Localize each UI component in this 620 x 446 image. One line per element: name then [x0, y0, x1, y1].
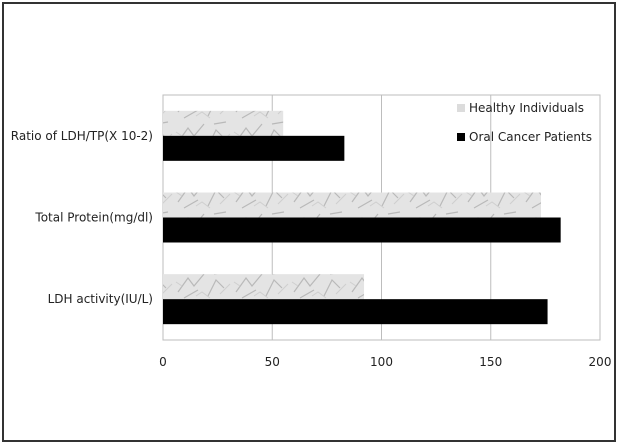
x-tick-label: 150 — [479, 355, 502, 369]
bar-oral-cancer-patients — [163, 299, 548, 325]
y-category-label: Total Protein(mg/dl) — [34, 211, 153, 225]
x-tick-label: 50 — [265, 355, 280, 369]
x-tick-label: 0 — [159, 355, 167, 369]
y-category-label: Ratio of LDH/TP(X 10-2) — [11, 129, 153, 143]
bar-healthy-individuals — [163, 274, 365, 300]
legend-label: Healthy Individuals — [469, 101, 584, 115]
x-tick-label: 100 — [370, 355, 393, 369]
y-category-label: LDH activity(IU/L) — [48, 292, 153, 306]
legend-swatch — [457, 133, 465, 141]
legend-swatch — [457, 104, 465, 112]
x-tick-label: 200 — [589, 355, 612, 369]
bar-healthy-individuals — [163, 192, 542, 218]
bar-oral-cancer-patients — [163, 217, 561, 243]
bar-healthy-individuals — [163, 110, 284, 136]
bar-oral-cancer-patients — [163, 135, 345, 161]
legend-label: Oral Cancer Patients — [469, 130, 592, 144]
